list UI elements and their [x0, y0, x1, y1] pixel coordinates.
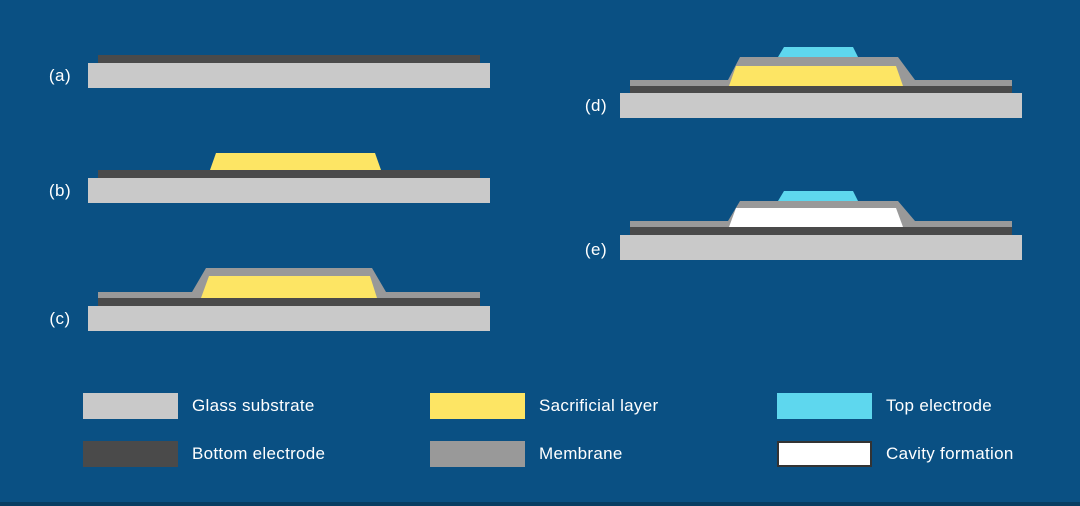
- legend-label: Glass substrate: [192, 396, 315, 415]
- step-a-label: (a): [48, 66, 72, 85]
- legend-label: Top electrode: [886, 396, 992, 415]
- legend-label: Membrane: [539, 444, 623, 463]
- bottom-electrode-layer: [98, 170, 480, 178]
- bottom-electrode-layer: [630, 227, 1012, 235]
- legend-item-cavity-formation: Cavity formation: [777, 441, 1014, 467]
- step-a-diagram: [88, 55, 490, 88]
- cavity-formation-swatch: [777, 441, 872, 467]
- glass-substrate-layer: [88, 178, 490, 203]
- top-electrode-swatch: [777, 393, 872, 419]
- glass-substrate-layer: [88, 306, 490, 331]
- bottom-electrode-layer: [630, 86, 1012, 94]
- sacrificial-layer: [729, 66, 903, 86]
- step-e-label: (e): [584, 240, 608, 259]
- sacrificial-layer-swatch: [430, 393, 525, 419]
- sacrificial-layer: [210, 153, 381, 170]
- glass-substrate-layer: [620, 93, 1022, 118]
- step-d-label: (d): [584, 96, 608, 115]
- legend-item-top-electrode: Top electrode: [777, 393, 992, 419]
- step-d-diagram: [620, 47, 1022, 118]
- glass-substrate-layer: [88, 63, 490, 88]
- glass-substrate-swatch: [83, 393, 178, 419]
- top-electrode-layer: [778, 47, 858, 57]
- bottom-electrode-layer: [98, 55, 480, 63]
- step-c-label: (c): [49, 309, 71, 328]
- legend-item-bottom-electrode: Bottom electrode: [83, 441, 325, 467]
- legend-label: Sacrificial layer: [539, 396, 659, 415]
- step-c-diagram: [88, 268, 490, 331]
- cavity-shape: [729, 208, 903, 227]
- membrane-swatch: [430, 441, 525, 467]
- step-b-diagram: [88, 153, 490, 203]
- glass-substrate-layer: [620, 235, 1022, 260]
- sacrificial-layer: [201, 276, 377, 298]
- legend-item-sacrificial-layer: Sacrificial layer: [430, 393, 658, 419]
- legend-label: Cavity formation: [886, 444, 1014, 463]
- legend-item-glass-substrate: Glass substrate: [83, 393, 315, 419]
- top-electrode-layer: [778, 191, 858, 201]
- legend-item-membrane: Membrane: [430, 441, 623, 467]
- legend-label: Bottom electrode: [192, 444, 326, 463]
- bottom-electrode-layer: [98, 298, 480, 306]
- step-e-diagram: [620, 191, 1022, 260]
- step-b-label: (b): [48, 181, 72, 200]
- bottom-edge-strip: [0, 502, 1080, 506]
- bottom-electrode-swatch: [83, 441, 178, 467]
